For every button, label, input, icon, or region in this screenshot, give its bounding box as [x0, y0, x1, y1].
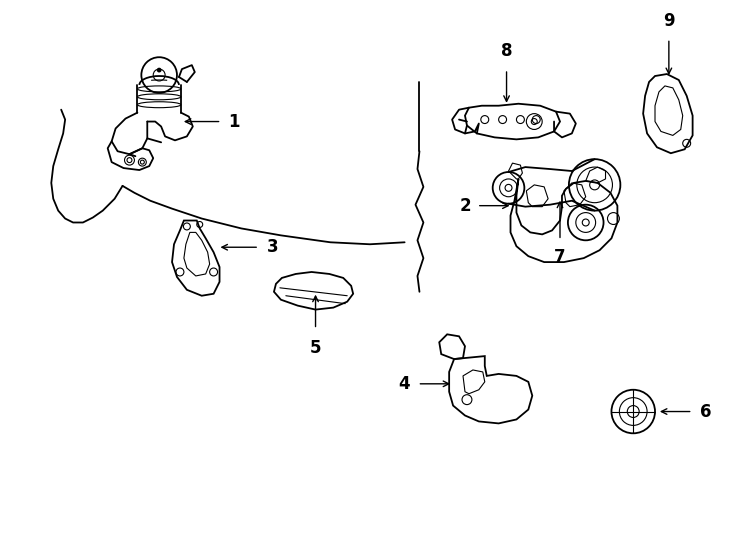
- Text: 5: 5: [310, 339, 321, 357]
- Text: 2: 2: [459, 197, 471, 215]
- Text: 6: 6: [700, 402, 711, 421]
- Text: 9: 9: [663, 12, 675, 30]
- Text: 1: 1: [228, 112, 240, 131]
- Circle shape: [158, 69, 161, 72]
- Text: 4: 4: [398, 375, 410, 393]
- Text: 7: 7: [554, 248, 566, 266]
- Text: 3: 3: [267, 238, 279, 256]
- Text: 8: 8: [501, 42, 512, 60]
